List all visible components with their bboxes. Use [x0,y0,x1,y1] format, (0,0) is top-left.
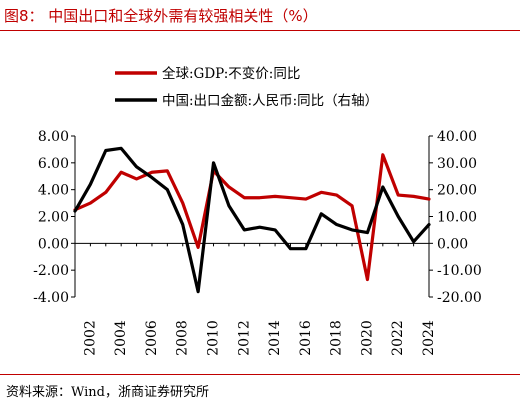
header-divider [0,30,520,31]
series-line-global-gdp [73,153,431,282]
left-tick-label: 2.00 [38,210,69,226]
figure-header: 图8： 中国出口和全球外需有较强相关性（%） [0,0,520,30]
x-tick-label: 2018 [329,320,345,356]
right-tick-label: 40.00 [437,129,477,145]
right-tick-label: 10.00 [437,210,477,226]
x-tick-label: 2020 [359,320,375,356]
right-tick-label: 30.00 [437,156,477,172]
left-tick-label: -2.00 [33,263,69,279]
footer-divider [0,374,520,375]
left-tick-label: 6.00 [38,156,69,172]
x-tick-label: 2010 [206,320,222,356]
right-tick-label: 0.00 [437,236,468,252]
left-tick-label: 0.00 [38,236,69,252]
x-tick-label: 2014 [267,320,283,356]
figure-title: 图8： 中国出口和全球外需有较强相关性（%） [4,7,318,25]
x-tick-label: 2004 [113,320,129,356]
right-tick-label: -10.00 [437,263,482,279]
chart-plot-area [73,146,431,294]
left-tick-label: 4.00 [38,183,69,199]
x-tick-label: 2012 [236,320,252,356]
legend-label-china-exports: 中国:出口金额:人民币:同比（右轴） [162,93,378,109]
x-tick-label: 2008 [175,320,191,356]
left-tick-label: -4.00 [33,290,69,306]
x-tick-label: 2016 [298,320,314,356]
source-note: 资料来源：Wind，浙商证券研究所 [6,385,209,400]
left-tick-label: 8.00 [38,129,69,145]
series-line-china-exports [73,146,431,294]
right-tick-label: 20.00 [437,183,477,199]
x-tick-label: 2022 [390,320,406,356]
right-tick-label: -20.00 [437,290,482,306]
chart-axes: 8.00 6.00 4.00 2.00 0.00 -2.00 -4.00 40.00 30.00… [33,129,482,356]
x-tick-label: 2002 [82,320,98,356]
x-tick-label: 2024 [421,320,437,356]
legend-label-global-gdp: 全球:GDP:不变价:同比 [162,65,300,82]
x-tick-label: 2006 [144,320,160,356]
